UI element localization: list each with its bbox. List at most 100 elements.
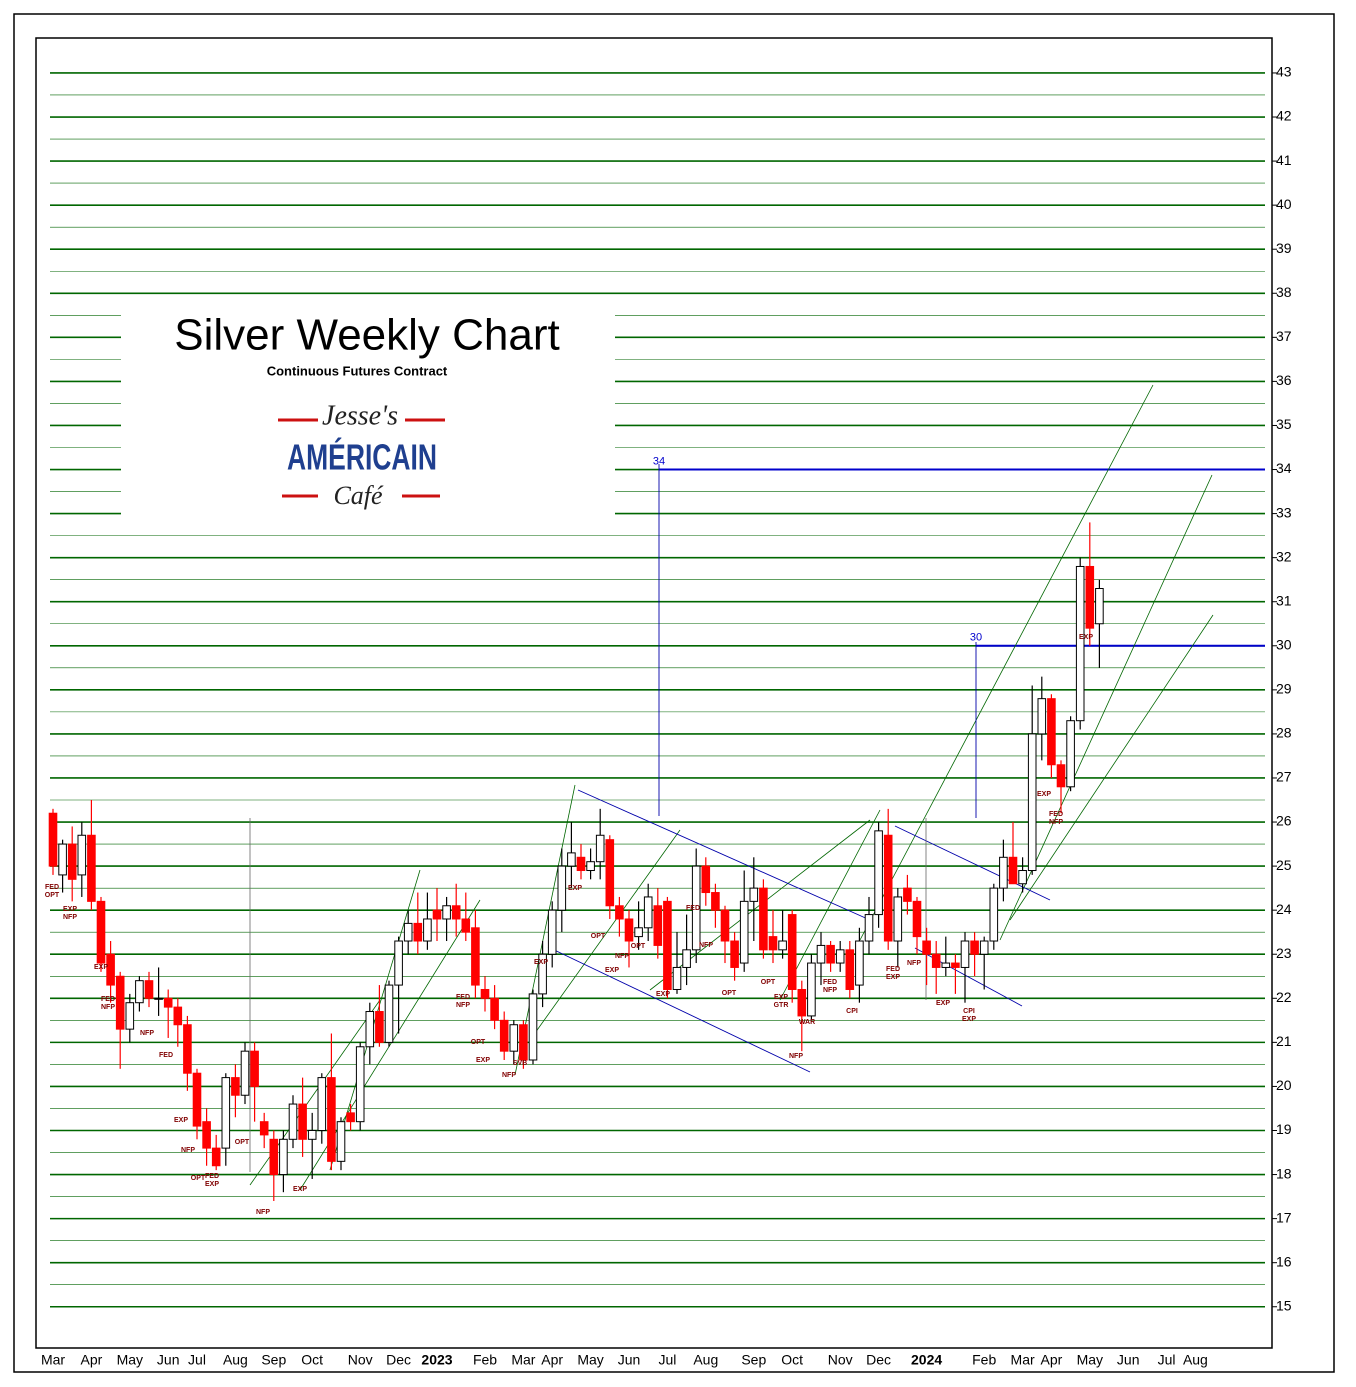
candle-body bbox=[87, 834, 96, 902]
event-label: OPT bbox=[191, 1175, 206, 1182]
candle-body bbox=[394, 940, 403, 986]
event-label: EXP bbox=[568, 885, 582, 892]
candle-body bbox=[461, 918, 471, 933]
x-tick-label: Apr bbox=[81, 1352, 103, 1368]
drawings bbox=[249, 384, 1214, 1191]
candle-body bbox=[557, 865, 567, 911]
candle-body bbox=[816, 944, 826, 964]
candle-body bbox=[519, 1024, 528, 1061]
candle-body bbox=[48, 812, 58, 867]
candle-body bbox=[797, 988, 807, 1017]
x-tick-label: Mar bbox=[1011, 1352, 1035, 1368]
x-tick-label: Mar bbox=[41, 1352, 65, 1368]
event-label: NFP bbox=[101, 1004, 115, 1011]
event-label: OPT bbox=[722, 990, 737, 997]
candle-body bbox=[567, 852, 576, 867]
x-tick-label: Aug bbox=[1183, 1352, 1208, 1368]
event-label: EXP bbox=[936, 1000, 950, 1007]
candle-body bbox=[58, 843, 67, 876]
candle-body bbox=[471, 927, 480, 986]
logo-text: AMÉRICAIN bbox=[287, 437, 437, 478]
event-label: NFP bbox=[181, 1147, 195, 1154]
candle-body bbox=[423, 918, 432, 942]
x-tick-label: Nov bbox=[348, 1352, 373, 1368]
title-box bbox=[121, 300, 615, 522]
candle-body bbox=[951, 962, 960, 968]
candle-body bbox=[269, 1138, 279, 1176]
candle-body bbox=[288, 1103, 298, 1140]
candle-body bbox=[144, 980, 154, 999]
event-label: OPT bbox=[45, 892, 60, 899]
event-label: NFP bbox=[63, 914, 77, 921]
candle-body bbox=[384, 984, 394, 1043]
event-label: EXP bbox=[962, 1016, 976, 1023]
y-tick-label: 22 bbox=[1276, 989, 1292, 1005]
candle-body bbox=[1066, 720, 1075, 788]
candle-body bbox=[691, 865, 701, 951]
candle-body bbox=[883, 834, 893, 942]
candle-body bbox=[749, 887, 759, 902]
event-label: EXP bbox=[774, 994, 788, 1001]
candle-body bbox=[298, 1103, 307, 1140]
candle-body bbox=[970, 940, 979, 955]
candle-body bbox=[432, 909, 442, 920]
candle-body bbox=[701, 865, 711, 894]
x-tick-label: Jul bbox=[658, 1352, 676, 1368]
level-label: 30 bbox=[970, 632, 982, 644]
candle-body bbox=[1085, 565, 1095, 629]
candle-body bbox=[202, 1121, 211, 1149]
y-tick-label: 18 bbox=[1276, 1165, 1292, 1181]
y-tick-label: 35 bbox=[1276, 416, 1292, 432]
x-tick-label: Jul bbox=[188, 1352, 206, 1368]
candle-body bbox=[682, 949, 691, 968]
event-label: FED bbox=[1049, 811, 1063, 818]
x-tick-label: Oct bbox=[301, 1352, 323, 1368]
event-label: OPT bbox=[631, 943, 646, 950]
candle-body bbox=[605, 839, 615, 907]
event-label: OPT bbox=[471, 1039, 486, 1046]
candle-body bbox=[451, 905, 461, 920]
candle-body bbox=[135, 980, 144, 1004]
x-tick-label: Apr bbox=[541, 1352, 563, 1368]
event-label: GTR bbox=[774, 1002, 789, 1009]
candle-body bbox=[711, 892, 720, 911]
event-label: NFP bbox=[789, 1053, 803, 1060]
candle-body bbox=[547, 909, 557, 955]
candle-body bbox=[778, 940, 787, 951]
candle-body bbox=[490, 997, 499, 1021]
event-label: SVB bbox=[513, 1060, 527, 1067]
candle-body bbox=[259, 1121, 269, 1136]
candle-body bbox=[864, 914, 874, 942]
event-label: NFP bbox=[699, 942, 713, 949]
x-tick-label: Nov bbox=[828, 1352, 853, 1368]
event-label: NFP bbox=[907, 960, 921, 967]
event-label: NFP bbox=[1049, 819, 1063, 826]
y-tick-label: 25 bbox=[1276, 857, 1292, 873]
candle-body bbox=[211, 1147, 221, 1167]
event-label: NFP bbox=[456, 1002, 470, 1009]
plot-frame bbox=[35, 37, 1273, 1349]
candle-body bbox=[1056, 764, 1066, 788]
event-label: OPT bbox=[761, 979, 776, 986]
candle-body bbox=[538, 953, 547, 995]
y-tick-label: 28 bbox=[1276, 725, 1292, 741]
candle-body bbox=[586, 861, 595, 872]
candle-body bbox=[720, 909, 730, 942]
candle-body bbox=[375, 1011, 384, 1043]
x-tick-label: Feb bbox=[473, 1352, 497, 1368]
candle-body bbox=[442, 905, 451, 920]
candle-body bbox=[979, 940, 989, 955]
event-label: NFP bbox=[823, 987, 837, 994]
event-label: FED bbox=[205, 1173, 219, 1180]
y-tick-label: 17 bbox=[1276, 1209, 1292, 1225]
y-tick-label: 33 bbox=[1276, 504, 1292, 520]
candle-body bbox=[327, 1077, 336, 1162]
x-tick-label: 2024 bbox=[911, 1352, 942, 1368]
event-label: FED bbox=[45, 884, 59, 891]
y-tick-label: 19 bbox=[1276, 1121, 1292, 1137]
y-tick-label: 16 bbox=[1276, 1253, 1292, 1269]
candle-body bbox=[365, 1011, 375, 1048]
event-label: OPT bbox=[235, 1139, 250, 1146]
candle-body bbox=[989, 887, 999, 942]
